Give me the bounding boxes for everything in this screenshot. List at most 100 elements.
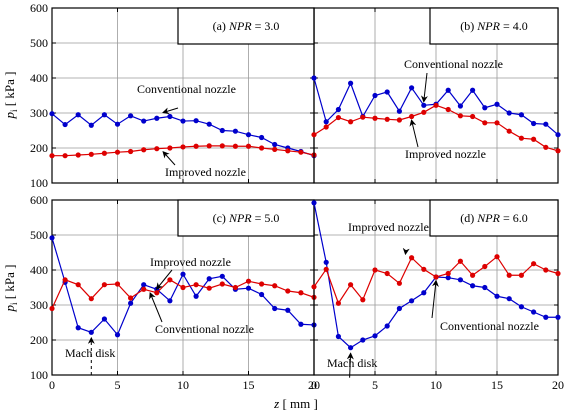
x-axis-symbol: z [273, 396, 279, 411]
y-tick-label: 300 [30, 298, 48, 312]
x-axis-title: z [ mm ] [273, 396, 318, 411]
conventional-nozzle-point [518, 304, 525, 310]
conventional-nozzle-point [470, 283, 476, 289]
conventional-nozzle-point [154, 115, 160, 121]
conventional-nozzle-point [101, 112, 107, 118]
improved-nozzle-point [114, 149, 121, 155]
improved-nozzle-point [75, 152, 81, 158]
annotation-label: Mach disk [65, 346, 115, 360]
improved-nozzle-point [272, 283, 278, 289]
improved-nozzle-point [88, 151, 94, 157]
conventional-nozzle-point [543, 314, 549, 320]
improved-nozzle-point [180, 284, 186, 291]
improved-nozzle-point [348, 119, 354, 125]
conventional-nozzle-point [409, 298, 415, 304]
conventional-nozzle-point [49, 235, 55, 241]
panel-b: (b) NPR = 4.0 Conventional nozzle Improved… [311, 7, 561, 184]
improved-nozzle-point [154, 290, 160, 296]
conventional-nozzle-point [141, 118, 147, 124]
improved-nozzle-point [323, 124, 329, 130]
improved-nozzle-point [482, 120, 488, 126]
annotation-label: Conventional nozzle [440, 319, 539, 333]
panel-label-npr: NPR [476, 211, 500, 225]
improved-nozzle-point [360, 297, 366, 303]
conventional-nozzle-point [285, 307, 291, 313]
conventional-nozzle-point [482, 284, 488, 291]
panel-label-value: = 4.0 [500, 19, 528, 33]
x-tick-label: 15 [243, 378, 255, 392]
y-axis-unit: [ kPa ] [2, 265, 17, 303]
conventional-nozzle-point [335, 333, 341, 340]
improved-nozzle-point [298, 290, 304, 296]
annotation-label: Improved nozzle [348, 220, 429, 234]
improved-nozzle-point [543, 144, 549, 150]
improved-nozzle-point [62, 153, 68, 159]
improved-nozzle-point [101, 150, 107, 156]
improved-nozzle-point [445, 106, 451, 113]
improved-nozzle-point [409, 113, 415, 120]
conventional-nozzle-point [167, 113, 173, 120]
improved-nozzle-point [409, 255, 415, 261]
conventional-nozzle-point [457, 277, 463, 283]
improved-nozzle-point [167, 145, 173, 151]
y-tick-label: 100 [30, 368, 48, 382]
panel-label: (b) NPR = 4.0 [460, 19, 527, 33]
conventional-nozzle-point [506, 296, 512, 302]
conventional-nozzle-point [396, 108, 402, 114]
improved-nozzle-point [360, 114, 366, 120]
improved-nozzle-point [141, 147, 147, 153]
conventional-nozzle-point [555, 132, 561, 138]
improved-nozzle-point [311, 284, 317, 290]
conventional-nozzle-point [88, 122, 94, 128]
conventional-nozzle-point [372, 333, 378, 339]
improved-nozzle-point [232, 143, 238, 149]
y-tick-label: 400 [30, 263, 48, 277]
annotation-label: Conventional nozzle [137, 82, 236, 96]
conventional-nozzle-point [384, 323, 390, 329]
improved-nozzle-point [335, 114, 341, 121]
y-tick-label: 300 [30, 106, 48, 120]
improved-nozzle-point [167, 277, 173, 283]
improved-nozzle-point [49, 153, 55, 159]
improved-nozzle-point [457, 113, 463, 119]
conventional-nozzle-point [245, 132, 252, 138]
conventional-nozzle-point [445, 87, 451, 93]
y-tick-label: 200 [30, 333, 48, 347]
conventional-nozzle-point [206, 121, 212, 127]
conventional-nozzle-point [494, 101, 500, 107]
y-tick-label: 600 [30, 1, 48, 15]
improved-nozzle-point [206, 143, 212, 149]
improved-nozzle-point [555, 148, 561, 154]
improved-nozzle-point [285, 148, 291, 154]
panel-c: 0 5 10 15 20 100 200 300 400 500 600 (c) NPR = 5.0 I… [30, 193, 320, 392]
y-tick-label: 500 [30, 228, 48, 242]
conventional-nozzle-point [272, 305, 278, 312]
improved-nozzle-point [433, 274, 439, 280]
y-axis-unit: [ kPa ] [2, 72, 17, 110]
conventional-nozzle-point [518, 112, 525, 118]
conventional-nozzle-point [193, 293, 199, 299]
improved-nozzle-point [62, 277, 68, 283]
improved-nozzle-point [259, 281, 265, 287]
conventional-nozzle-point [114, 121, 121, 127]
panel-label-npr: NPR [476, 19, 500, 33]
conventional-nozzle-point [141, 282, 147, 288]
y-axis-title: pi [ kPa ] [2, 72, 19, 120]
annotation-label: Conventional nozzle [155, 322, 254, 336]
conventional-nozzle-point [259, 134, 265, 141]
improved-nozzle-point [494, 120, 500, 126]
improved-nozzle-point [232, 284, 238, 291]
y-tick-label: 600 [30, 193, 48, 207]
improved-nozzle-point [470, 272, 476, 278]
improved-nozzle-point [506, 128, 512, 134]
improved-nozzle-point [128, 148, 134, 155]
improved-nozzle-point [75, 282, 81, 288]
conventional-nozzle-point [128, 113, 134, 119]
conventional-nozzle-point [206, 276, 212, 282]
x-axis-unit: [ mm ] [279, 396, 318, 411]
conventional-nozzle-point [298, 321, 304, 327]
improved-nozzle-point [323, 266, 329, 272]
conventional-nozzle-point [114, 332, 121, 338]
mach-disk-arrow [346, 352, 354, 378]
